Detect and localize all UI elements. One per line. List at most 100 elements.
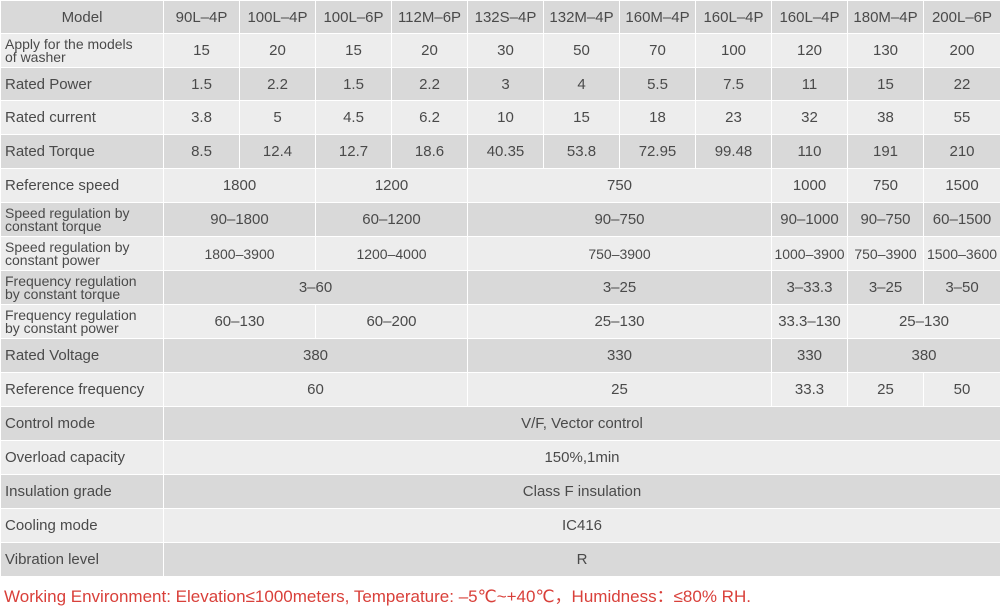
power-label: Rated Power — [0, 67, 164, 101]
ref-speed-cell: 1000 — [771, 168, 848, 203]
washer-cell: 15 — [163, 33, 240, 68]
washer-row: Apply for the models of washer 15 20 15 … — [0, 33, 1000, 68]
speed-torque-cell: 90–750 — [467, 202, 772, 237]
model-col-4: 112M–6P — [391, 0, 468, 34]
model-col-1: 90L–4P — [163, 0, 240, 34]
current-cell: 4.5 — [315, 100, 392, 135]
washer-cell: 20 — [239, 33, 316, 68]
speed-torque-cell: 90–1000 — [771, 202, 848, 237]
ref-speed-cell: 750 — [467, 168, 772, 203]
model-col-5: 132S–4P — [467, 0, 544, 34]
washer-cell: 70 — [619, 33, 696, 68]
speed-torque-cell: 90–1800 — [163, 202, 316, 237]
freq-torque-label-line-1: Frequency regulation — [5, 272, 137, 289]
control-row: Control mode V/F, Vector control — [0, 406, 1000, 441]
freq-torque-cell: 3–25 — [467, 270, 772, 305]
power-cell: 2.2 — [391, 67, 468, 101]
overload-label: Overload capacity — [0, 440, 164, 475]
voltage-cell: 380 — [847, 338, 1000, 373]
freq-torque-label-line-2: by constant torque — [5, 285, 121, 302]
current-cell: 38 — [847, 100, 924, 135]
torque-cell: 191 — [847, 134, 924, 169]
current-cell: 10 — [467, 100, 544, 135]
speed-power-cell: 1500–3600 — [923, 236, 1000, 271]
current-cell: 55 — [923, 100, 1000, 135]
model-col-3: 100L–6P — [315, 0, 392, 34]
washer-cell: 200 — [923, 33, 1000, 68]
freq-power-cell: 25–130 — [467, 304, 772, 339]
freq-torque-cell: 3–25 — [847, 270, 924, 305]
torque-cell: 99.48 — [695, 134, 772, 169]
washer-cell: 15 — [315, 33, 392, 68]
speed-power-label-line-1: Speed regulation by — [5, 238, 130, 255]
ref-speed-cell: 750 — [847, 168, 924, 203]
voltage-cell: 380 — [163, 338, 468, 373]
washer-cell: 30 — [467, 33, 544, 68]
speed-torque-row: Speed regulation by constant torque 90–1… — [0, 202, 1000, 237]
freq-power-cell: 60–130 — [163, 304, 316, 339]
torque-cell: 210 — [923, 134, 1000, 169]
freq-power-cell: 25–130 — [847, 304, 1000, 339]
vibration-label: Vibration level — [0, 542, 164, 577]
model-col-8: 160L–4P — [695, 0, 772, 34]
ref-freq-cell: 60 — [163, 372, 468, 407]
torque-label: Rated Torque — [0, 134, 164, 169]
header-row: Model 90L–4P 100L–4P 100L–6P 112M–6P 132… — [0, 0, 1000, 34]
speed-power-cell: 750–3900 — [847, 236, 924, 271]
speed-torque-cell: 60–1200 — [315, 202, 468, 237]
torque-cell: 110 — [771, 134, 848, 169]
speed-power-cell: 750–3900 — [467, 236, 772, 271]
ref-freq-label: Reference frequency — [0, 372, 164, 407]
ref-freq-cell: 33.3 — [771, 372, 848, 407]
vibration-cell: R — [163, 542, 1000, 577]
vibration-row: Vibration level R — [0, 542, 1000, 577]
control-cell: V/F, Vector control — [163, 406, 1000, 441]
model-col-6: 132M–4P — [543, 0, 620, 34]
washer-cell: 50 — [543, 33, 620, 68]
voltage-cell: 330 — [467, 338, 772, 373]
speed-power-label-line-2: constant power — [5, 251, 100, 268]
freq-power-label-line-1: Frequency regulation — [5, 306, 137, 323]
washer-label-line-1: Apply for the models — [5, 35, 133, 52]
speed-torque-cell: 60–1500 — [923, 202, 1000, 237]
cooling-row: Cooling mode IC416 — [0, 508, 1000, 543]
power-cell: 1.5 — [163, 67, 240, 101]
ref-speed-cell: 1200 — [315, 168, 468, 203]
power-cell: 2.2 — [239, 67, 316, 101]
overload-cell: 150%,1min — [163, 440, 1000, 475]
speed-power-row: Speed regulation by constant power 1800–… — [0, 236, 1000, 271]
torque-cell: 18.6 — [391, 134, 468, 169]
ref-speed-cell: 1500 — [923, 168, 1000, 203]
washer-cell: 100 — [695, 33, 772, 68]
power-row: Rated Power 1.5 2.2 1.5 2.2 3 4 5.5 7.5 … — [0, 67, 1000, 101]
washer-cell: 120 — [771, 33, 848, 68]
power-cell: 4 — [543, 67, 620, 101]
speed-torque-label: Speed regulation by constant torque — [0, 202, 164, 237]
model-col-10: 180M–4P — [847, 0, 924, 34]
overload-row: Overload capacity 150%,1min — [0, 440, 1000, 475]
torque-cell: 12.7 — [315, 134, 392, 169]
control-label: Control mode — [0, 406, 164, 441]
washer-label: Apply for the models of washer — [0, 33, 164, 68]
torque-cell: 12.4 — [239, 134, 316, 169]
power-cell: 22 — [923, 67, 1000, 101]
model-col-9: 160L–4P — [771, 0, 848, 34]
model-header: Model — [0, 0, 164, 34]
power-cell: 1.5 — [315, 67, 392, 101]
ref-freq-row: Reference frequency 60 25 33.3 25 50 — [0, 372, 1000, 407]
current-row: Rated current 3.8 5 4.5 6.2 10 15 18 23 … — [0, 100, 1000, 135]
voltage-row: Rated Voltage 380 330 330 380 — [0, 338, 1000, 373]
freq-torque-cell: 3–50 — [923, 270, 1000, 305]
ref-freq-cell: 25 — [847, 372, 924, 407]
model-col-11: 200L–6P — [923, 0, 1000, 34]
speed-power-cell: 1800–3900 — [163, 236, 316, 271]
freq-power-label-line-2: by constant power — [5, 319, 119, 336]
freq-power-row: Frequency regulation by constant power 6… — [0, 304, 1000, 339]
speed-power-cell: 1000–3900 — [771, 236, 848, 271]
freq-power-label: Frequency regulation by constant power — [0, 304, 164, 339]
freq-torque-label: Frequency regulation by constant torque — [0, 270, 164, 305]
ref-freq-cell: 50 — [923, 372, 1000, 407]
speed-torque-cell: 90–750 — [847, 202, 924, 237]
current-label: Rated current — [0, 100, 164, 135]
voltage-cell: 330 — [771, 338, 848, 373]
